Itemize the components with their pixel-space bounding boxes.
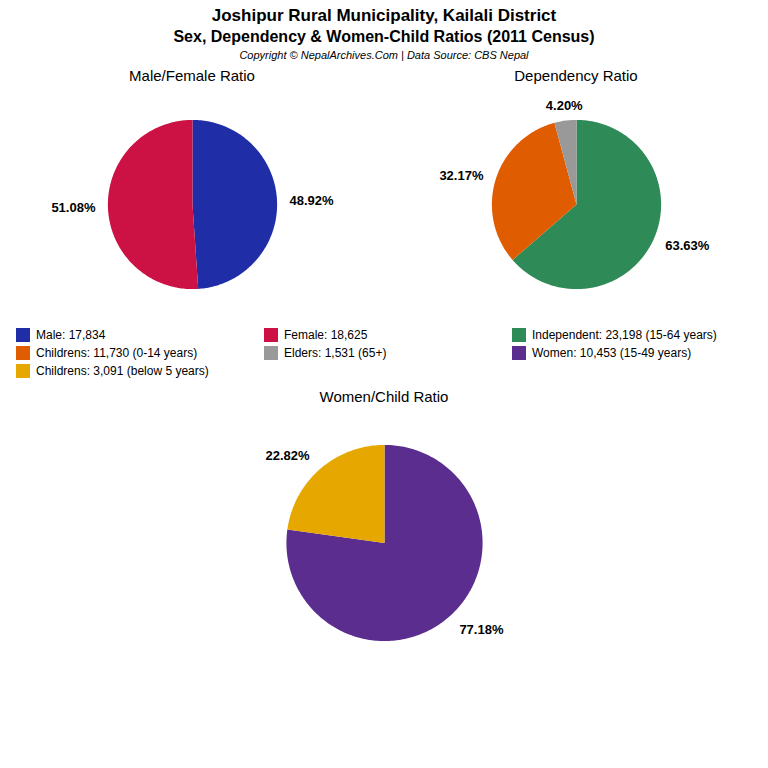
html-text:Sex, Dependency & Women-Child: Sex, Dependency & Women-Child Ratios (20… bbox=[173, 28, 595, 45]
html-text:Elders: 1,531 (65+): Elders: 1,531 (65+) bbox=[284, 346, 387, 360]
html-text:Independent: 23,198 (15-64 yea: Independent: 23,198 (15-64 years) bbox=[532, 328, 717, 342]
html-text:Female: 18,625: Female: 18,625 bbox=[284, 328, 368, 342]
html-text:Copyright © NepalArchives.Com: Copyright © NepalArchives.Com | Data Sou… bbox=[239, 49, 529, 61]
html-text:Dependency Ratio: Dependency Ratio bbox=[514, 67, 638, 84]
svg-text:22.82%: 22.82% bbox=[266, 448, 311, 463]
html-text:Joshipur Rural Municipality, K: Joshipur Rural Municipality, Kailali Dis… bbox=[211, 6, 557, 25]
svg-text:77.18%: 77.18% bbox=[459, 622, 504, 637]
svg-text:4.20%: 4.20% bbox=[546, 98, 583, 113]
html-text:Women: 10,453 (15-49 years): Women: 10,453 (15-49 years) bbox=[532, 346, 692, 360]
html-text:Childrens: 3,091 (below 5 year: Childrens: 3,091 (below 5 years) bbox=[36, 364, 209, 378]
svg-text:48.92%: 48.92% bbox=[290, 193, 335, 208]
svg-text:63.63%: 63.63% bbox=[665, 238, 710, 253]
html-text:Male/Female Ratio: Male/Female Ratio bbox=[129, 67, 255, 84]
html-text:Women/Child Ratio: Women/Child Ratio bbox=[319, 388, 449, 405]
html-text:Childrens: 11,730 (0-14 years): Childrens: 11,730 (0-14 years) bbox=[36, 346, 198, 360]
svg-text:51.08%: 51.08% bbox=[51, 200, 96, 215]
html-text:Male: 17,834: Male: 17,834 bbox=[36, 328, 106, 342]
svg-text:32.17%: 32.17% bbox=[439, 168, 484, 183]
